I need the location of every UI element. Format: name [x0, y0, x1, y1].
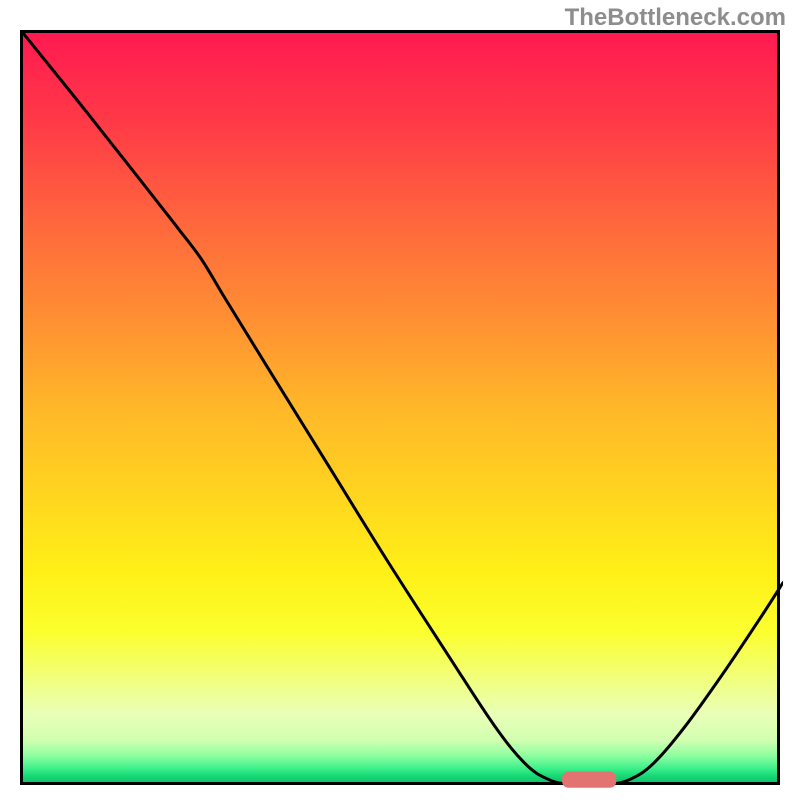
chart-overlay-svg [23, 33, 783, 788]
watermark-text: TheBottleneck.com [565, 4, 786, 32]
optimal-range-marker [563, 772, 616, 787]
bottleneck-curve [23, 33, 783, 785]
plot-area [20, 30, 780, 785]
bottleneck-chart: TheBottleneck.com [0, 0, 800, 800]
